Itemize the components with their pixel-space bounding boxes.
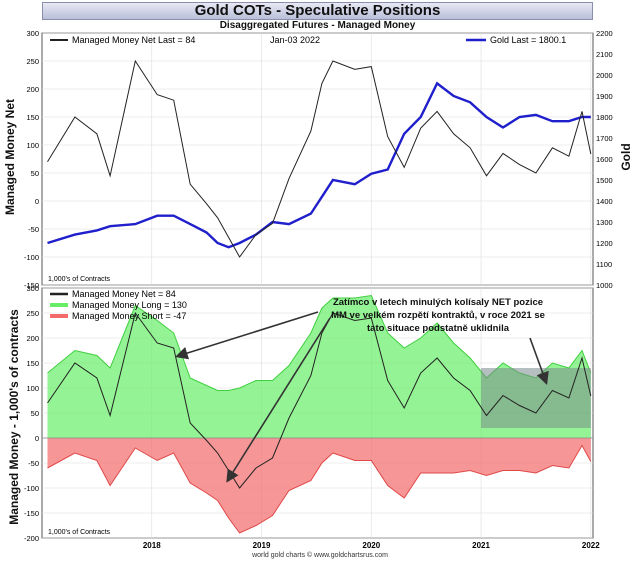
annotation-text: Zatímco v letech minulých kolísaly NET p… bbox=[318, 296, 558, 335]
chart-title: Gold COTs - Speculative Positions bbox=[42, 2, 593, 20]
xtick-label: 2022 bbox=[582, 541, 600, 550]
top-plot-area bbox=[41, 32, 594, 286]
xtick-label: 2021 bbox=[472, 541, 490, 550]
top-panel: -150 -100 -50 0 50 100 150 200 250 300 1000 1100 120… bbox=[24, 29, 613, 290]
bottom-ytick-label: -100 bbox=[24, 484, 39, 493]
xtick-label: 2018 bbox=[143, 541, 161, 550]
top-y2tick-label: 2100 bbox=[596, 50, 613, 59]
short-area bbox=[47, 438, 591, 533]
top-ytick-label: -100 bbox=[24, 253, 39, 262]
bottom-ytick-label: 50 bbox=[31, 409, 39, 418]
bottom-ytick-label: -150 bbox=[24, 509, 39, 518]
bottom-ytick-label: 150 bbox=[26, 359, 39, 368]
bottom-ytick-label: 250 bbox=[26, 309, 39, 318]
bottom-ytick-label: 200 bbox=[26, 334, 39, 343]
top-y2tick-label: 2000 bbox=[596, 71, 613, 80]
gold-price-line bbox=[47, 81, 591, 249]
top-units-note: 1,000's of Contracts bbox=[48, 276, 111, 283]
top-y2tick-label: 2200 bbox=[596, 29, 613, 38]
top-legend-net: Managed Money Net Last = 84 bbox=[72, 35, 195, 45]
top-y2tick-label: 1600 bbox=[596, 155, 613, 164]
annotation-line-1: Zatímco v letech minulých kolísaly NET p… bbox=[332, 297, 544, 308]
top-y2tick-label: 1800 bbox=[596, 113, 613, 122]
top-y2tick-label: 1900 bbox=[596, 92, 613, 101]
top-ytick-label: 300 bbox=[26, 29, 39, 38]
top-y2tick-label: 1300 bbox=[596, 218, 613, 227]
top-ytick-label: -50 bbox=[28, 225, 39, 234]
top-legend-date: Jan-03 2022 bbox=[270, 35, 320, 45]
top-y2tick-label: 1200 bbox=[596, 239, 613, 248]
short-line bbox=[47, 444, 592, 534]
top-y2tick-label: 1400 bbox=[596, 197, 613, 206]
annotation-line-3: tato situace podstatně uklidnila bbox=[367, 323, 509, 334]
arrow-to-2019-low bbox=[226, 317, 331, 483]
chart-subtitle: Disaggregated Futures - Managed Money bbox=[219, 20, 416, 31]
bottom-ytick-label: -200 bbox=[24, 534, 39, 543]
bottom-ytick-label: -50 bbox=[28, 459, 39, 468]
bottom-ytick-label: 300 bbox=[26, 284, 39, 293]
annotation-line-2: MM ve velkém rozpětí kontraktů, v roce 2… bbox=[331, 310, 545, 321]
top-ytick-label: 200 bbox=[26, 85, 39, 94]
top-ytick-label: 50 bbox=[31, 169, 39, 178]
arrow-to-2018 bbox=[174, 311, 319, 360]
bottom-ytick-label: 100 bbox=[26, 384, 39, 393]
top-y2tick-label: 1700 bbox=[596, 134, 613, 143]
bottom-legend-net: Managed Money Net = 84 bbox=[72, 289, 176, 299]
bottom-ytick-label: 0 bbox=[35, 434, 39, 443]
bottom-panel: -200 -150 -100 -50 0 50 100 150 200 250 300 2018 201… bbox=[24, 284, 600, 550]
top-y2tick-label: 1100 bbox=[596, 260, 612, 269]
top-y2tick-label: 1500 bbox=[596, 176, 613, 185]
bottom-legend-long: Managed Money Long = 130 bbox=[72, 300, 187, 310]
top-ytick-label: 100 bbox=[26, 141, 39, 150]
top-ytick-label: 250 bbox=[26, 57, 39, 66]
bottom-units-note: 1,000's of Contracts bbox=[48, 529, 111, 536]
top-net-line bbox=[47, 59, 592, 258]
top-legend-gold: Gold Last = 1800.1 bbox=[490, 35, 566, 45]
footer-credit: world gold charts © www.goldchartsrus.co… bbox=[252, 552, 388, 559]
arrow-to-2021 bbox=[529, 337, 549, 386]
long-area bbox=[47, 295, 591, 438]
xtick-label: 2019 bbox=[253, 541, 271, 550]
bottom-legend-short: Managed Money Short = -47 bbox=[72, 311, 186, 321]
highlight-box-2021 bbox=[481, 368, 591, 428]
top-ytick-label: 150 bbox=[26, 113, 39, 122]
xtick-label: 2020 bbox=[362, 541, 380, 550]
top-ytick-label: -150 bbox=[24, 281, 39, 290]
top-ytick-label: 0 bbox=[35, 197, 39, 206]
top-y2tick-label: 1000 bbox=[596, 281, 613, 290]
